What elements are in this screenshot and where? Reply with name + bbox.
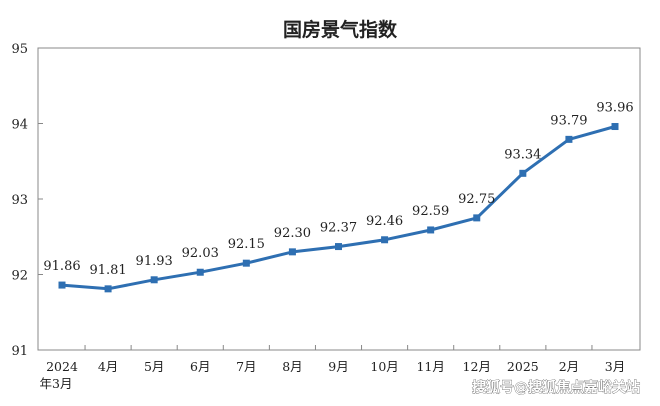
y-tick-label: 92 bbox=[11, 269, 28, 284]
data-label: 92.30 bbox=[274, 226, 311, 241]
data-point bbox=[565, 135, 573, 143]
x-axis: 2024 年3月 4月 5月 6月 7月 8月 9月 10月 11月 12月 2025 2月 3月 bbox=[37, 345, 641, 391]
x-tick-label: 7月 bbox=[236, 359, 256, 374]
plot-frame bbox=[37, 47, 641, 351]
x-tick-label: 12月 bbox=[463, 359, 491, 374]
data-point bbox=[242, 259, 250, 267]
x-tick-label: 11月 bbox=[416, 359, 444, 374]
x-tick-label: 8月 bbox=[282, 359, 302, 374]
data-label: 92.59 bbox=[412, 204, 449, 219]
data-point bbox=[150, 276, 158, 284]
data-label: 92.46 bbox=[366, 214, 403, 229]
data-point bbox=[473, 214, 481, 222]
data-point bbox=[611, 123, 619, 131]
y-tick-label: 93 bbox=[11, 193, 28, 208]
series-line bbox=[58, 123, 619, 293]
data-point bbox=[427, 226, 435, 234]
data-point bbox=[519, 169, 527, 177]
x-tick-label: 3月 bbox=[605, 359, 625, 374]
data-label: 92.15 bbox=[228, 237, 265, 252]
x-tick-label: 9月 bbox=[328, 359, 348, 374]
data-point bbox=[381, 236, 389, 244]
y-tick-label: 91 bbox=[11, 344, 28, 359]
data-point bbox=[58, 281, 66, 289]
x-tick-label: 2024 年3月 bbox=[40, 359, 78, 391]
data-point bbox=[288, 248, 296, 256]
x-tick-label: 10月 bbox=[370, 359, 398, 374]
x-tick-label: 4月 bbox=[98, 359, 118, 374]
data-label: 93.34 bbox=[504, 147, 541, 162]
data-label: 91.93 bbox=[136, 254, 173, 269]
data-label: 91.81 bbox=[89, 263, 126, 278]
data-labels: 91.86 91.81 91.93 92.03 92.15 92.30 92.37 92.46… bbox=[43, 101, 633, 278]
x-tick-label: 2025 bbox=[507, 359, 539, 374]
x-tick-label: 5月 bbox=[144, 359, 164, 374]
y-tick-label: 94 bbox=[11, 118, 28, 133]
data-point bbox=[104, 285, 112, 293]
data-point bbox=[196, 268, 204, 276]
watermark: 搜狐号@搜狐焦点嘉峪关站 bbox=[472, 379, 640, 396]
y-axis: 91 92 93 94 95 bbox=[11, 42, 43, 359]
chart-title: 国房景气指数 bbox=[283, 18, 398, 41]
data-label: 92.03 bbox=[182, 246, 219, 261]
data-label: 92.75 bbox=[458, 192, 495, 207]
x-tick-label: 6月 bbox=[190, 359, 210, 374]
y-tick-label: 95 bbox=[11, 42, 28, 57]
x-tick-label: 2月 bbox=[559, 359, 579, 374]
data-point bbox=[335, 243, 342, 251]
data-label: 93.96 bbox=[596, 101, 633, 116]
data-label: 91.86 bbox=[43, 259, 80, 274]
data-label: 93.79 bbox=[550, 113, 587, 128]
data-label: 92.37 bbox=[320, 221, 357, 236]
